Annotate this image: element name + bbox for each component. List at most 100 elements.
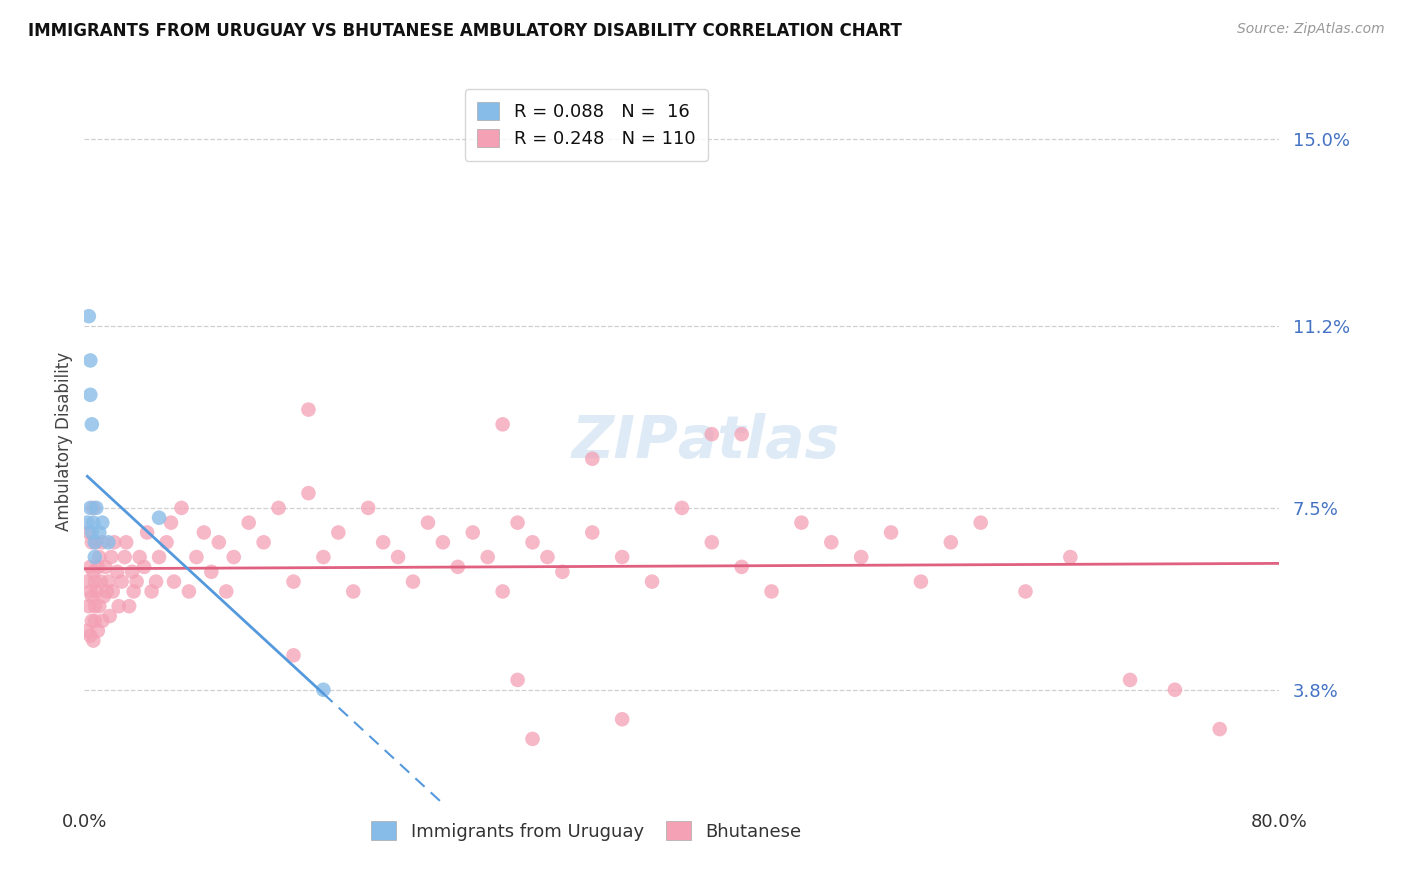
Point [328,525,350,540]
Point [83,574,105,589]
Text: Source: ZipAtlas.com: Source: ZipAtlas.com [1237,22,1385,37]
Point [79,629,101,643]
Point [128,549,150,564]
Point [200,565,222,579]
Text: IMMIGRANTS FROM URUGUAY VS BHUTANESE AMBULATORY DISABILITY CORRELATION CHART: IMMIGRANTS FROM URUGUAY VS BHUTANESE AMB… [28,22,903,40]
Point [114,549,136,564]
Point [77,309,100,323]
Point [89,599,111,614]
Point [79,388,101,402]
Point [373,535,395,549]
Point [90,574,112,589]
Point [83,535,105,549]
Point [1119,673,1142,687]
Point [851,549,873,564]
Point [283,648,305,663]
Point [79,353,101,368]
Point [506,516,529,530]
Point [820,535,842,549]
Point [100,549,122,564]
Point [506,673,529,687]
Point [477,549,499,564]
Point [136,525,159,540]
Point [461,525,484,540]
Point [91,535,114,549]
Point [492,584,515,599]
Point [132,560,156,574]
Point [98,609,121,624]
Point [700,427,723,442]
Point [641,574,664,589]
Point [122,584,145,599]
Point [125,574,148,589]
Point [790,516,813,530]
Point [581,451,603,466]
Point [91,516,114,530]
Point [447,560,470,574]
Point [731,560,754,574]
Point [416,516,439,530]
Point [612,712,634,726]
Point [97,535,120,549]
Point [118,599,141,614]
Point [312,682,335,697]
Point [83,614,105,628]
Point [939,535,962,549]
Point [551,565,574,579]
Point [492,417,515,432]
Point [79,560,101,574]
Point [141,584,163,599]
Point [83,549,105,564]
Point [731,427,754,442]
Point [522,535,544,549]
Point [115,535,138,549]
Point [79,584,101,599]
Y-axis label: Ambulatory Disability: Ambulatory Disability [55,352,73,531]
Point [612,549,634,564]
Point [238,516,260,530]
Point [170,500,193,515]
Point [77,599,100,614]
Point [342,584,364,599]
Point [80,535,103,549]
Point [82,500,104,515]
Point [83,599,105,614]
Point [155,535,177,549]
Point [970,516,993,530]
Point [1164,682,1187,697]
Point [432,535,454,549]
Point [87,624,110,638]
Point [208,535,231,549]
Point [1059,549,1081,564]
Point [89,525,111,540]
Point [80,525,103,540]
Point [87,560,110,574]
Point [96,584,118,599]
Point [145,574,167,589]
Point [93,590,115,604]
Point [89,549,111,564]
Point [76,574,98,589]
Point [97,574,120,589]
Point [222,549,245,564]
Point [86,535,108,549]
Point [522,731,544,746]
Point [86,584,108,599]
Point [671,500,693,515]
Point [177,584,200,599]
Point [402,574,425,589]
Point [107,599,129,614]
Point [1209,722,1232,736]
Point [193,525,215,540]
Point [80,590,103,604]
Point [94,560,117,574]
Point [103,535,125,549]
Point [111,574,134,589]
Point [148,510,170,524]
Point [163,574,186,589]
Point [121,565,143,579]
Point [86,500,108,515]
Point [267,500,290,515]
Point [101,584,124,599]
Point [357,500,380,515]
